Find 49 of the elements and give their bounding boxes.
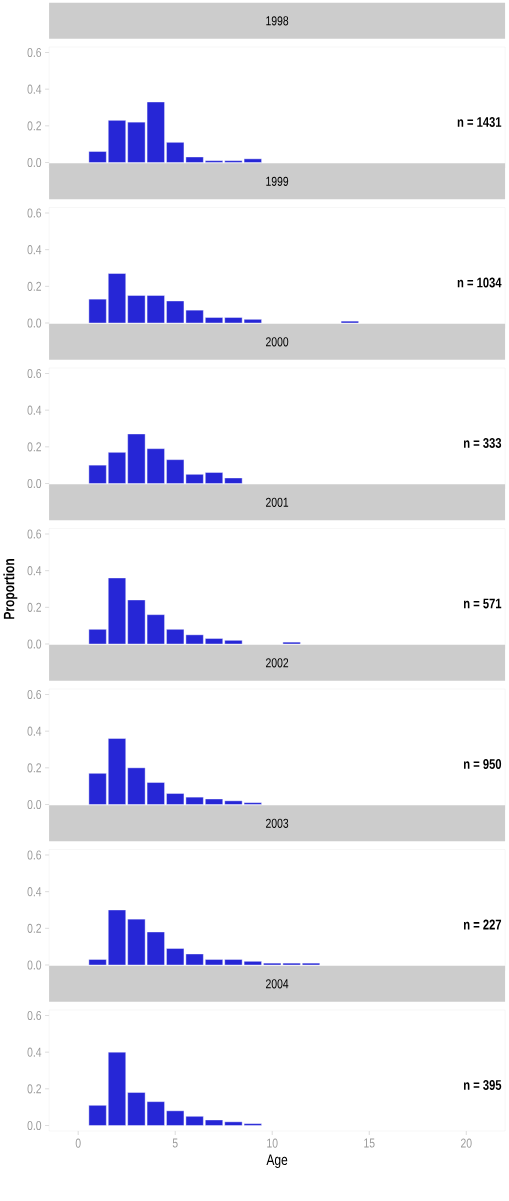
chart-title: 1999 bbox=[266, 176, 289, 186]
y-tick-label: 0.0 bbox=[27, 639, 42, 649]
y-tick-label: 0.4 bbox=[27, 566, 42, 576]
y-tick-label: 0.4 bbox=[27, 245, 42, 255]
y-tick-label: 0.0 bbox=[27, 318, 42, 328]
y-tick-label: 0.6 bbox=[27, 1010, 42, 1021]
annotation: n = 333 bbox=[463, 438, 502, 448]
x-tick-label: 20 bbox=[460, 1138, 472, 1148]
y-tick-label: 0.2 bbox=[27, 602, 41, 612]
annotation: n = 1431 bbox=[457, 117, 502, 127]
y-tick-label: 0.6 bbox=[27, 208, 42, 218]
chart-title: 2000 bbox=[266, 337, 289, 347]
y-tick-label: 0.6 bbox=[27, 529, 42, 539]
y-tick-label: 0.4 bbox=[27, 1047, 42, 1057]
y-tick-label: 0.4 bbox=[27, 84, 42, 94]
annotation: n = 571 bbox=[463, 598, 502, 609]
annotation: n = 950 bbox=[463, 759, 502, 769]
y-tick-label: 0.4 bbox=[27, 726, 42, 736]
x-tick-label: 5 bbox=[172, 1138, 178, 1148]
y-tick-label: 0.4 bbox=[27, 887, 42, 897]
y-tick-label: 0.0 bbox=[27, 960, 42, 970]
y-tick-label: 0.2 bbox=[27, 923, 41, 933]
chart-title: 1998 bbox=[266, 16, 289, 26]
x-tick-label: 15 bbox=[364, 1138, 375, 1148]
y-tick-label: 0.2 bbox=[27, 281, 41, 291]
y-tick-label: 0.2 bbox=[27, 763, 41, 773]
annotation: n = 1034 bbox=[457, 277, 502, 288]
chart-title: 2002 bbox=[266, 658, 289, 668]
y-axis-title: Proportion bbox=[3, 559, 18, 619]
x-axis-title: Age bbox=[266, 1154, 288, 1169]
chart-title: 2004 bbox=[266, 979, 289, 989]
y-tick-label: 0.6 bbox=[27, 850, 42, 860]
chart-title: 2001 bbox=[266, 497, 289, 507]
y-tick-label: 0.6 bbox=[27, 47, 42, 58]
y-tick-label: 0.6 bbox=[27, 689, 42, 700]
annotation: n = 395 bbox=[463, 1080, 502, 1090]
y-tick-label: 0.2 bbox=[27, 1084, 41, 1094]
annotation: n = 227 bbox=[463, 919, 502, 930]
y-tick-label: 0.4 bbox=[27, 405, 42, 415]
y-tick-label: 0.0 bbox=[27, 157, 42, 168]
y-tick-label: 0.6 bbox=[27, 368, 42, 379]
y-tick-label: 0.0 bbox=[27, 799, 42, 810]
chart-title: 2003 bbox=[266, 818, 289, 828]
x-tick-label: 10 bbox=[267, 1138, 278, 1148]
y-tick-label: 0.2 bbox=[27, 121, 41, 131]
y-tick-label: 0.0 bbox=[27, 1120, 42, 1131]
y-tick-label: 0.2 bbox=[27, 442, 41, 452]
x-tick-label: 0 bbox=[75, 1138, 81, 1148]
y-tick-label: 0.0 bbox=[27, 478, 42, 489]
